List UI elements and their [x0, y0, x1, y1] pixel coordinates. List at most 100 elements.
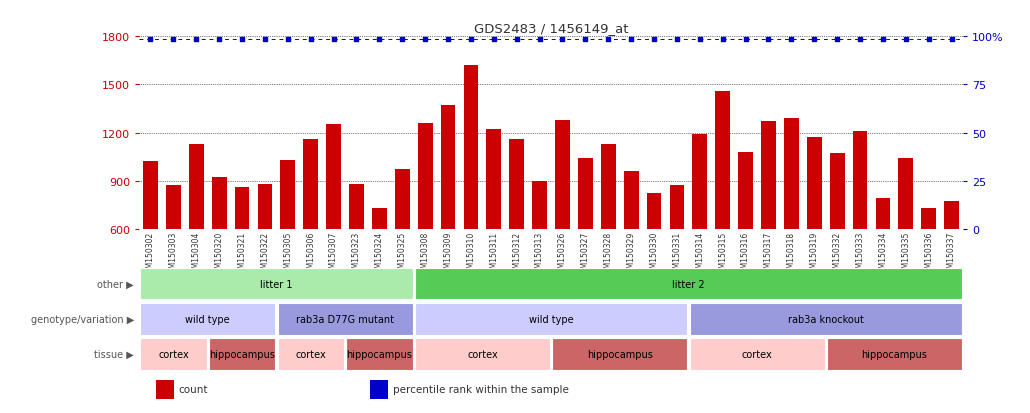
Text: cortex: cortex [158, 349, 188, 359]
Text: GSM150332: GSM150332 [832, 231, 842, 277]
Point [577, 37, 593, 44]
Bar [140, 303, 275, 335]
Point [897, 37, 914, 44]
Bar [327, 125, 341, 229]
Bar [830, 154, 845, 229]
Bar [761, 122, 776, 229]
Text: other ▶: other ▶ [97, 279, 134, 289]
Point [279, 37, 296, 44]
Bar [624, 172, 639, 229]
Text: wild type: wild type [185, 314, 230, 324]
Bar [258, 184, 272, 229]
Bar [670, 186, 684, 229]
Text: litter 1: litter 1 [261, 279, 293, 289]
Point [485, 37, 502, 44]
Text: GSM150314: GSM150314 [695, 231, 705, 277]
Text: cortex: cortex [742, 349, 772, 359]
Bar [418, 123, 433, 229]
Point [234, 37, 250, 44]
Point [554, 37, 571, 44]
Text: hippocampus: hippocampus [587, 349, 653, 359]
Point [211, 37, 228, 44]
Text: count: count [178, 385, 208, 394]
Bar [188, 145, 204, 229]
Point [646, 37, 662, 44]
Text: GSM150320: GSM150320 [214, 231, 224, 277]
Text: GSM150317: GSM150317 [764, 231, 772, 277]
Text: GSM150334: GSM150334 [879, 231, 888, 278]
Text: GSM150305: GSM150305 [283, 231, 293, 278]
Point [760, 37, 777, 44]
Bar [715, 92, 730, 229]
Bar [370, 380, 388, 399]
Text: GSM150302: GSM150302 [146, 231, 154, 277]
Text: GSM150330: GSM150330 [650, 231, 658, 278]
Bar [156, 380, 174, 399]
Point [440, 37, 456, 44]
Point [165, 37, 181, 44]
Point [668, 37, 685, 44]
Text: GSM150326: GSM150326 [558, 231, 566, 277]
Point [921, 37, 937, 44]
Bar [876, 199, 890, 229]
Bar [578, 159, 593, 229]
Text: genotype/variation ▶: genotype/variation ▶ [31, 314, 134, 324]
Bar [209, 338, 275, 370]
Text: hippocampus: hippocampus [346, 349, 412, 359]
Bar [898, 159, 914, 229]
Text: GSM150333: GSM150333 [856, 231, 864, 278]
Text: GSM150316: GSM150316 [742, 231, 750, 277]
Bar [689, 338, 825, 370]
Bar [555, 121, 570, 229]
Bar [140, 268, 413, 300]
Text: GSM150325: GSM150325 [398, 231, 407, 277]
Text: GSM150311: GSM150311 [489, 231, 499, 277]
Text: GSM150304: GSM150304 [192, 231, 201, 278]
Bar [277, 303, 413, 335]
Text: GSM150307: GSM150307 [330, 231, 338, 278]
Text: GSM150327: GSM150327 [581, 231, 590, 277]
Text: GSM150310: GSM150310 [467, 231, 476, 277]
Text: GSM150329: GSM150329 [626, 231, 636, 277]
Text: GSM150308: GSM150308 [420, 231, 430, 277]
Text: cortex: cortex [296, 349, 327, 359]
Bar [921, 209, 936, 229]
Bar [689, 303, 962, 335]
Text: GSM150319: GSM150319 [810, 231, 819, 277]
Point [256, 37, 273, 44]
Text: hippocampus: hippocampus [861, 349, 927, 359]
Point [829, 37, 846, 44]
Point [371, 37, 387, 44]
Text: GSM150321: GSM150321 [238, 231, 246, 277]
Text: GSM150322: GSM150322 [261, 231, 270, 277]
Bar [945, 202, 959, 229]
Bar [280, 160, 296, 229]
Point [188, 37, 205, 44]
Point [531, 37, 548, 44]
Text: GSM150318: GSM150318 [787, 231, 796, 277]
Bar [509, 140, 524, 229]
Bar [533, 181, 547, 229]
Text: GSM150337: GSM150337 [948, 231, 956, 278]
Bar [827, 338, 962, 370]
Bar [806, 138, 822, 229]
Bar [140, 338, 207, 370]
Bar [600, 145, 616, 229]
Point [715, 37, 731, 44]
Text: rab3a knockout: rab3a knockout [788, 314, 863, 324]
Bar [277, 338, 344, 370]
Point [600, 37, 617, 44]
Point [623, 37, 640, 44]
Bar [166, 186, 181, 229]
Text: GSM150306: GSM150306 [306, 231, 315, 278]
Point [417, 37, 434, 44]
Text: GSM150309: GSM150309 [444, 231, 452, 278]
Point [325, 37, 342, 44]
Point [348, 37, 365, 44]
Text: GSM150312: GSM150312 [512, 231, 521, 277]
Text: GSM150313: GSM150313 [536, 231, 544, 277]
Bar [235, 188, 249, 229]
Point [852, 37, 868, 44]
Point [737, 37, 754, 44]
Bar [303, 140, 318, 229]
